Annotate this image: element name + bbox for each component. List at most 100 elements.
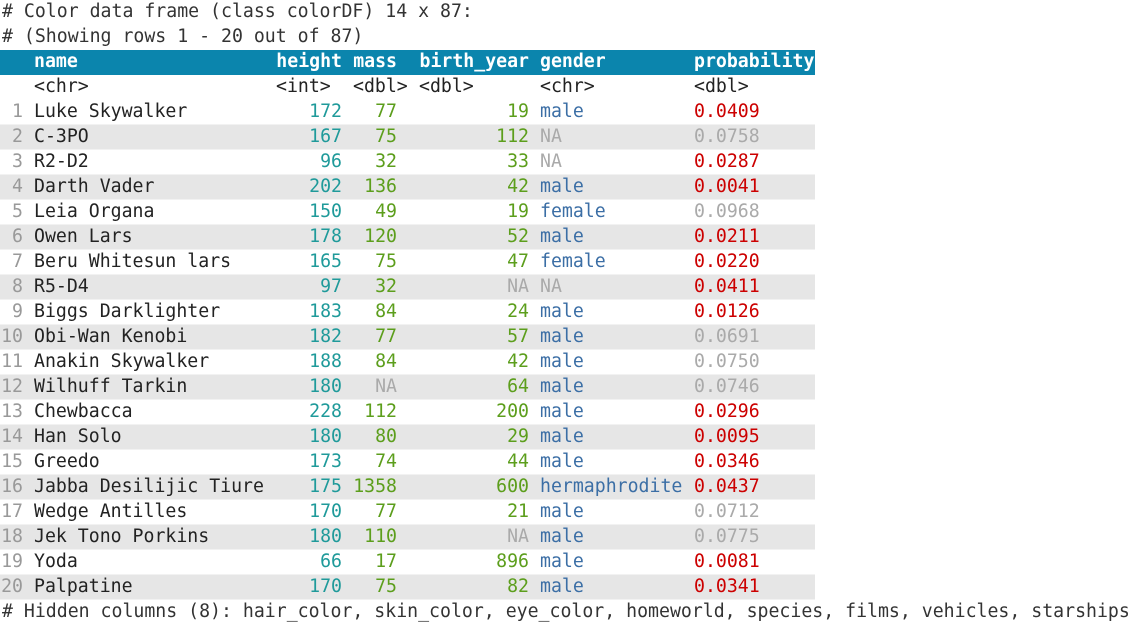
row-number: 4 <box>12 176 23 197</box>
cell: 175 <box>309 476 342 497</box>
cell: 182 <box>309 326 342 347</box>
cell: 0.0296 <box>694 401 760 422</box>
row-stripe <box>0 374 815 400</box>
cell: 0.0409 <box>694 101 760 122</box>
cell: 170 <box>309 576 342 597</box>
cell: 82 <box>507 576 529 597</box>
cell: 33 <box>507 151 529 172</box>
cell: 167 <box>309 126 342 147</box>
cell: 77 <box>375 326 397 347</box>
cell: 32 <box>375 276 397 297</box>
cell: 52 <box>507 226 529 247</box>
row-number: 8 <box>12 276 23 297</box>
cell: 180 <box>309 426 342 447</box>
cell: Yoda <box>34 551 78 572</box>
cell: 202 <box>309 176 342 197</box>
row-stripe <box>0 574 815 600</box>
row-number: 7 <box>12 251 23 272</box>
cell: 75 <box>375 251 397 272</box>
cell: NA <box>375 376 397 397</box>
cell: 0.0691 <box>694 326 760 347</box>
cell: 0.0411 <box>694 276 760 297</box>
row-number: 14 <box>1 426 23 447</box>
cell: 32 <box>375 151 397 172</box>
cell: Biggs Darklighter <box>34 301 220 322</box>
column-type: <dbl> <box>694 76 749 97</box>
hidden-columns-note: # Hidden columns (8): hair_color, skin_c… <box>2 601 1130 622</box>
column-type: <chr> <box>540 76 595 97</box>
cell: 600 <box>496 476 529 497</box>
row-stripe <box>0 524 815 550</box>
row-number: 12 <box>1 376 23 397</box>
cell: 0.0437 <box>694 476 760 497</box>
row-number: 10 <box>1 326 23 347</box>
cell: 136 <box>364 176 397 197</box>
cell: female <box>540 251 606 272</box>
cell: 77 <box>375 101 397 122</box>
cell: 188 <box>309 351 342 372</box>
cell: 180 <box>309 376 342 397</box>
cell: male <box>540 226 584 247</box>
cell: Han Solo <box>34 426 122 447</box>
cell: R2-D2 <box>34 151 89 172</box>
cell: male <box>540 101 584 122</box>
cell: 24 <box>507 301 529 322</box>
row-number: 20 <box>1 576 23 597</box>
cell: 47 <box>507 251 529 272</box>
row-stripe <box>0 474 815 500</box>
cell: 42 <box>507 176 529 197</box>
row-stripe <box>0 124 815 150</box>
cell: male <box>540 426 584 447</box>
cell: male <box>540 176 584 197</box>
cell: 150 <box>309 201 342 222</box>
cell: 96 <box>320 151 342 172</box>
cell: 120 <box>364 226 397 247</box>
cell: 165 <box>309 251 342 272</box>
column-header: gender <box>540 51 606 72</box>
cell: 0.0712 <box>694 501 760 522</box>
cell: 0.0750 <box>694 351 760 372</box>
cell: R5-D4 <box>34 276 89 297</box>
cell: male <box>540 326 584 347</box>
cell: male <box>540 376 584 397</box>
column-type: <chr> <box>34 76 89 97</box>
row-number: 11 <box>1 351 23 372</box>
column-header: mass <box>353 51 397 72</box>
cell: 0.0287 <box>694 151 760 172</box>
cell: 64 <box>507 376 529 397</box>
cell: 0.0346 <box>694 451 760 472</box>
cell: Jabba Desilijic Tiure <box>34 476 264 497</box>
cell: C-3PO <box>34 126 89 147</box>
row-number: 18 <box>1 526 23 547</box>
cell: 75 <box>375 126 397 147</box>
cell: 21 <box>507 501 529 522</box>
cell: hermaphrodite <box>540 476 682 497</box>
cell: 0.0758 <box>694 126 760 147</box>
cell: Jek Tono Porkins <box>34 526 209 547</box>
cell: 75 <box>375 576 397 597</box>
cell: 170 <box>309 501 342 522</box>
cell: 0.0081 <box>694 551 760 572</box>
cell: 49 <box>375 201 397 222</box>
cell: 19 <box>507 201 529 222</box>
cell: Leia Organa <box>34 201 154 222</box>
cell: male <box>540 551 584 572</box>
cell: NA <box>540 276 562 297</box>
cell: 0.0041 <box>694 176 760 197</box>
column-type: <int> <box>276 76 331 97</box>
column-header: birth_year <box>420 51 530 72</box>
cell: 228 <box>309 401 342 422</box>
cell: Greedo <box>34 451 100 472</box>
cell: Palpatine <box>34 576 133 597</box>
row-stripe <box>0 424 815 450</box>
cell: 183 <box>309 301 342 322</box>
cell: Beru Whitesun lars <box>34 251 231 272</box>
row-number: 13 <box>1 401 23 422</box>
cell: 66 <box>320 551 342 572</box>
cell: male <box>540 526 584 547</box>
cell: 44 <box>507 451 529 472</box>
cell: Wilhuff Tarkin <box>34 376 187 397</box>
cell: 17 <box>375 551 397 572</box>
cell: Wedge Antilles <box>34 501 187 522</box>
